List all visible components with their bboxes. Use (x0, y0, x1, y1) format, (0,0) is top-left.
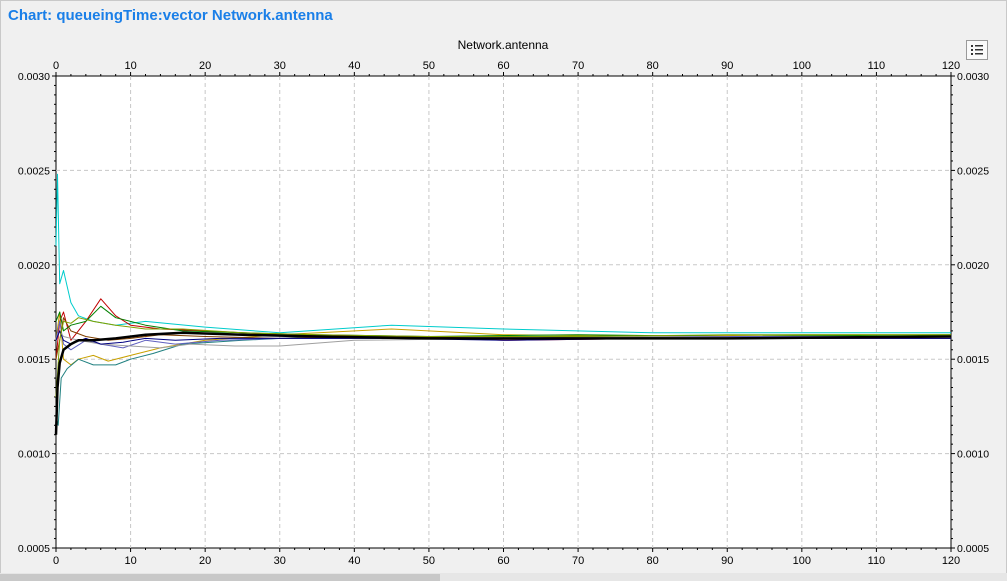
x-tick-label-bottom: 10 (124, 555, 136, 567)
y-tick-label-right: 0.0015 (957, 354, 989, 366)
list-icon (971, 45, 983, 55)
x-tick-label-top: 20 (199, 60, 211, 72)
y-tick-label-left: 0.0020 (18, 260, 50, 272)
y-tick-label-right: 0.0030 (957, 71, 989, 83)
x-tick-label-bottom: 90 (721, 555, 733, 567)
series-layer (54, 173, 952, 435)
chart-window-title: Chart: queueingTime:vector Network.anten… (8, 7, 333, 24)
x-tick-label-bottom: 100 (793, 555, 811, 567)
x-tick-label-top: 80 (647, 60, 659, 72)
x-tick-label-top: 30 (274, 60, 286, 72)
series-line (55, 305, 952, 337)
x-tick-label-top: 70 (572, 60, 584, 72)
series-line (55, 311, 951, 366)
x-tick-label-bottom: 110 (868, 555, 886, 567)
y-tick-label-left: 0.0005 (18, 543, 50, 555)
series-line (55, 317, 951, 398)
x-tick-label-top: 60 (497, 60, 509, 72)
series-line (54, 331, 952, 435)
y-tick-label-right: 0.0025 (957, 165, 989, 177)
x-tick-label-bottom: 30 (274, 555, 286, 567)
x-tick-label-top: 90 (721, 60, 733, 72)
x-tick-label-top: 50 (423, 60, 435, 72)
chart-title: Network.antenna (458, 38, 549, 52)
x-tick-label-bottom: 20 (199, 555, 211, 567)
y-tick-label-right: 0.0010 (957, 449, 989, 461)
x-tick-label-top: 100 (793, 60, 811, 72)
grid-layer (56, 76, 951, 548)
x-tick-label-bottom: 120 (942, 555, 960, 567)
series-line (55, 330, 952, 349)
y-tick-label-left: 0.0010 (18, 449, 50, 461)
x-tick-label-bottom: 0 (53, 555, 59, 567)
ticks-layer: 0 0 10 10 20 20 30 30 40 40 50 50 60 60 70 70 80 80 90 90 10… (18, 60, 989, 567)
y-tick-label-right: 0.0020 (957, 260, 989, 272)
x-tick-label-bottom: 50 (423, 555, 435, 567)
x-tick-label-top: 110 (868, 60, 886, 72)
x-tick-label-bottom: 60 (497, 555, 509, 567)
x-tick-label-top: 40 (348, 60, 360, 72)
x-tick-label-bottom: 80 (647, 555, 659, 567)
x-tick-label-bottom: 70 (572, 555, 584, 567)
y-tick-label-right: 0.0005 (957, 543, 989, 555)
y-tick-label-left: 0.0030 (18, 71, 50, 83)
horizontal-scrollbar[interactable] (0, 573, 1007, 581)
series-line (55, 173, 951, 334)
y-tick-label-left: 0.0025 (18, 165, 50, 177)
x-tick-label-bottom: 40 (348, 555, 360, 567)
x-tick-label-top: 0 (53, 60, 59, 72)
x-tick-label-top: 120 (942, 60, 960, 72)
legend-button[interactable] (966, 40, 988, 60)
y-tick-label-left: 0.0015 (18, 354, 50, 366)
scrollbar-thumb[interactable] (0, 574, 440, 581)
x-tick-label-top: 10 (124, 60, 136, 72)
